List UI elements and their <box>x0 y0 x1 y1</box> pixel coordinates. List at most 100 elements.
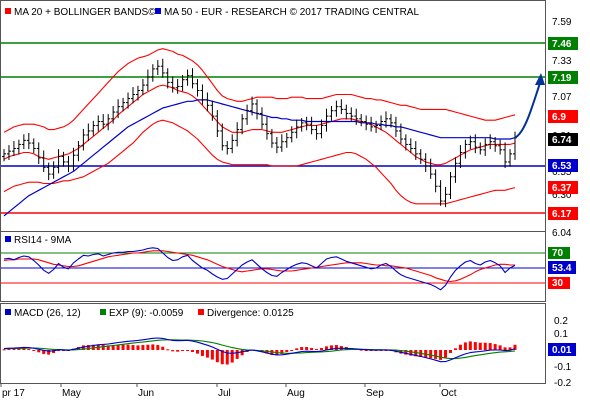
x-axis-label: pr 17 <box>2 388 25 399</box>
price-bar <box>41 150 46 173</box>
divergence-bar <box>181 350 185 351</box>
price-bar <box>180 74 185 92</box>
divergence-bar <box>86 345 90 350</box>
price-bar <box>339 99 344 115</box>
rsi-series <box>3 247 516 291</box>
divergence-bar <box>453 348 457 350</box>
divergence-bar <box>409 350 413 356</box>
legend-label: RSI14 - 9MA <box>14 235 72 246</box>
rsi-ma-line <box>3 250 515 283</box>
divergence-bar <box>210 350 214 360</box>
price-bar <box>508 149 513 167</box>
divergence-bar <box>300 347 304 350</box>
macd-legend: MACD (26, 12) EXP (9): -0.0059 Divergenc… <box>5 308 294 319</box>
divergence-bar <box>329 345 333 350</box>
price-series <box>2 48 517 217</box>
divergence-bar <box>7 349 11 351</box>
divergence-bar <box>449 350 453 353</box>
price-bar <box>155 60 160 75</box>
price-bar <box>76 141 81 162</box>
divergence-bar <box>483 342 487 350</box>
divergence-bar <box>37 350 41 353</box>
level-badge-text: 7.46 <box>552 39 572 50</box>
divergence-bar <box>320 348 324 350</box>
divergence-bar <box>444 350 448 358</box>
legend-label: EXP (9): -0.0059 <box>109 308 184 319</box>
divergence-bar <box>111 345 115 350</box>
price-bar <box>488 134 493 150</box>
price-bar <box>230 134 235 154</box>
price-bar <box>349 107 354 121</box>
price-bar <box>175 79 180 94</box>
divergence-bar <box>32 350 36 351</box>
price-tick-label: 7.07 <box>552 92 572 103</box>
price-bar <box>126 92 131 109</box>
price-bar <box>458 145 463 169</box>
macd-line <box>3 337 516 363</box>
price-bar <box>448 172 453 200</box>
price-bar <box>210 100 215 121</box>
marker-badge-text: 6.9 <box>552 112 566 123</box>
divergence-bar <box>161 346 165 350</box>
price-bar <box>279 134 284 152</box>
x-axis-label: Jul <box>218 388 231 399</box>
price-bar <box>498 139 503 155</box>
divergence-bar <box>463 342 467 350</box>
rsi-badge-text: 30 <box>552 278 564 289</box>
price-bar <box>116 99 121 119</box>
price-bar <box>101 114 106 129</box>
price-level-badges: 7.46 7.19 6.9 6.74 6.53 6.37 6.17 <box>548 37 578 220</box>
rsi-badge <box>548 247 570 259</box>
divergence-bar <box>126 344 130 350</box>
legend-marker <box>5 236 11 242</box>
divergence-bar <box>508 347 512 350</box>
divergence-bar <box>106 345 110 350</box>
divergence-bar <box>503 347 507 350</box>
divergence-bar <box>488 343 492 350</box>
divergence-bar <box>230 350 234 363</box>
price-bar <box>170 76 175 93</box>
divergence-bar <box>141 345 145 350</box>
price-bar <box>31 138 36 154</box>
x-axis-label: Oct <box>441 388 457 399</box>
price-bar <box>423 153 428 173</box>
price-bar <box>21 134 26 150</box>
divergence-bar <box>364 350 368 351</box>
price-bar <box>314 124 319 140</box>
divergence-bar <box>101 345 105 350</box>
rsi-badge <box>548 277 570 289</box>
current-price-badge <box>548 133 578 146</box>
price-bar <box>86 123 91 142</box>
divergence-bar <box>458 344 462 350</box>
forecast-arrow-head <box>535 73 545 85</box>
price-bar <box>284 132 289 148</box>
divergence-bar <box>280 350 284 354</box>
level-badge <box>548 37 578 50</box>
divergence-bar <box>220 350 224 365</box>
price-bar <box>478 142 483 155</box>
price-bar <box>483 138 488 156</box>
divergence-bar <box>359 349 363 351</box>
price-bar <box>428 158 433 179</box>
price-bar <box>398 123 403 144</box>
price-tick-label: 6.55 <box>552 167 572 178</box>
price-legend: MA 20 + BOLLINGER BANDS© MA 50 - EUR - R… <box>5 7 419 18</box>
price-bar <box>468 135 473 150</box>
price-bar <box>453 157 458 183</box>
price-bar <box>215 110 220 138</box>
price-bar <box>145 69 150 92</box>
price-bar <box>379 115 384 131</box>
price-bar <box>388 114 393 128</box>
divergence-bar <box>235 350 239 359</box>
x-axis-label: Aug <box>287 388 305 399</box>
price-bar <box>259 107 264 129</box>
price-bar <box>329 105 334 121</box>
price-tick-label: 7.33 <box>552 56 572 67</box>
divergence-bar <box>156 345 160 350</box>
price-bar <box>289 126 294 143</box>
price-bar <box>51 161 56 179</box>
price-bar <box>56 149 61 174</box>
price-bar <box>96 115 101 132</box>
price-bar <box>443 186 448 208</box>
forecast-arrow-line <box>514 82 541 139</box>
